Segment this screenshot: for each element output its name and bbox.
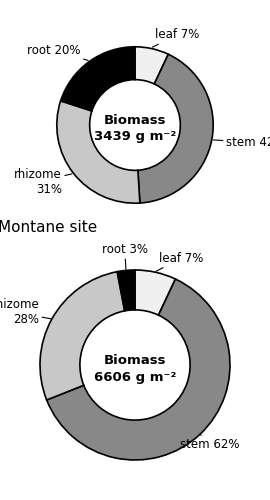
Text: rhizome
28%: rhizome 28% bbox=[0, 298, 51, 326]
Text: root 3%: root 3% bbox=[102, 243, 148, 270]
Text: stem 42%: stem 42% bbox=[213, 136, 270, 149]
Text: Biomass: Biomass bbox=[104, 354, 166, 366]
Text: Montane site: Montane site bbox=[0, 220, 97, 235]
Wedge shape bbox=[135, 47, 168, 84]
Text: root 20%: root 20% bbox=[27, 44, 88, 60]
Text: leaf 7%: leaf 7% bbox=[152, 28, 200, 47]
Wedge shape bbox=[135, 270, 176, 315]
Wedge shape bbox=[57, 101, 140, 203]
Wedge shape bbox=[117, 270, 135, 311]
Text: leaf 7%: leaf 7% bbox=[156, 252, 203, 272]
Wedge shape bbox=[61, 47, 135, 111]
Text: 6606 g m⁻²: 6606 g m⁻² bbox=[94, 372, 176, 384]
Text: Biomass: Biomass bbox=[104, 114, 166, 127]
Wedge shape bbox=[138, 54, 213, 203]
Wedge shape bbox=[40, 272, 125, 400]
Wedge shape bbox=[47, 279, 230, 460]
Text: stem 62%: stem 62% bbox=[180, 435, 239, 451]
Text: rhizome
31%: rhizome 31% bbox=[14, 168, 72, 196]
Text: 3439 g m⁻²: 3439 g m⁻² bbox=[94, 130, 176, 143]
